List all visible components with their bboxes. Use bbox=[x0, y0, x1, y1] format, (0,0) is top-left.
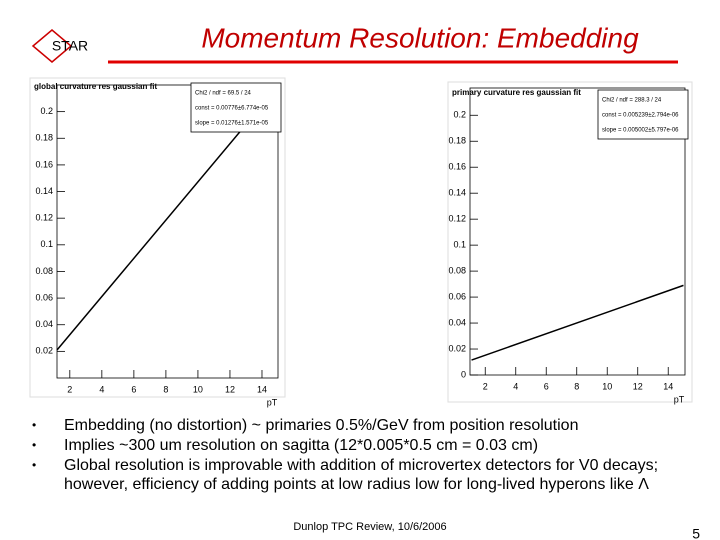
y-tick-label: 0.2 bbox=[453, 110, 466, 120]
y-tick-label: 0.08 bbox=[448, 265, 466, 275]
y-tick-label: 0 bbox=[461, 369, 466, 379]
y-tick-label: 0.02 bbox=[35, 346, 53, 356]
x-tick-label: 14 bbox=[257, 384, 267, 394]
x-tick-label: 4 bbox=[513, 381, 518, 391]
x-tick-label: 12 bbox=[225, 384, 235, 394]
logo-text: STAR bbox=[52, 38, 88, 54]
y-tick-label: 0.16 bbox=[448, 162, 466, 172]
x-tick-label: 10 bbox=[602, 381, 612, 391]
y-tick-label: 0.02 bbox=[448, 343, 466, 353]
stats-box bbox=[190, 82, 282, 133]
plot-area bbox=[56, 84, 279, 379]
x-tick-label: 6 bbox=[544, 381, 549, 391]
logo-star bbox=[31, 29, 73, 63]
y-tick-label: 0.12 bbox=[448, 214, 466, 224]
stats-line: const = 0.00776±6.774e-05 bbox=[195, 106, 269, 112]
x-axis-label: pT bbox=[267, 397, 278, 407]
bullet: Global resolution is improvable with add… bbox=[30, 456, 680, 494]
x-tick-label: 12 bbox=[633, 381, 643, 391]
y-tick-label: 0.14 bbox=[448, 188, 466, 198]
bullet: Embedding (no distortion) ~ primaries 0.… bbox=[30, 416, 680, 435]
stats-line: Chi2 / ndf = 69.5 / 24 bbox=[195, 91, 252, 97]
chart-title: primary curvature res gaussian fit bbox=[452, 88, 581, 97]
y-tick-label: 0.06 bbox=[448, 291, 466, 301]
y-tick-label: 0.16 bbox=[35, 159, 53, 169]
y-tick-label: 0.08 bbox=[35, 266, 53, 276]
chart-title: global curvature res gaussian fit bbox=[34, 82, 157, 91]
fit-line bbox=[471, 284, 684, 361]
stats-line: const = 0.005239±2.794e-06 bbox=[602, 113, 679, 119]
stats-box bbox=[597, 89, 689, 140]
x-tick-label: 8 bbox=[574, 381, 579, 391]
y-tick-label: 0.06 bbox=[35, 292, 53, 302]
stats-line: slope = 0.005002±5.797e-06 bbox=[602, 128, 679, 134]
x-axis-label: pT bbox=[674, 394, 685, 404]
y-tick-label: 0.18 bbox=[35, 133, 53, 143]
x-tick-label: 8 bbox=[163, 384, 168, 394]
slide-title: Momentum Resolution: Embedding bbox=[201, 22, 639, 53]
x-tick-label: 6 bbox=[131, 384, 136, 394]
bullet: Implies ~300 um resolution on sagitta (1… bbox=[30, 436, 680, 455]
x-tick-label: 14 bbox=[663, 381, 673, 391]
y-tick-label: 0.2 bbox=[40, 106, 53, 116]
x-tick-label: 2 bbox=[67, 384, 72, 394]
y-tick-label: 0.1 bbox=[40, 239, 53, 249]
bullet-list: Embedding (no distortion) ~ primaries 0.… bbox=[30, 416, 680, 495]
footer: Dunlop TPC Review, 10/6/2006 bbox=[293, 521, 446, 533]
y-tick-label: 0.14 bbox=[35, 186, 53, 196]
y-tick-label: 0.18 bbox=[448, 136, 466, 146]
x-tick-label: 2 bbox=[483, 381, 488, 391]
x-tick-label: 10 bbox=[193, 384, 203, 394]
stats-line: slope = 0.01276±1.571e-05 bbox=[195, 121, 269, 127]
y-tick-label: 0.12 bbox=[35, 213, 53, 223]
stats-line: Chi2 / ndf = 288.3 / 24 bbox=[602, 98, 662, 104]
y-tick-label: 0.04 bbox=[448, 317, 466, 327]
page-number: 5 bbox=[692, 526, 700, 540]
y-tick-label: 0.1 bbox=[453, 240, 466, 250]
x-tick-label: 4 bbox=[99, 384, 104, 394]
y-tick-label: 0.04 bbox=[35, 319, 53, 329]
